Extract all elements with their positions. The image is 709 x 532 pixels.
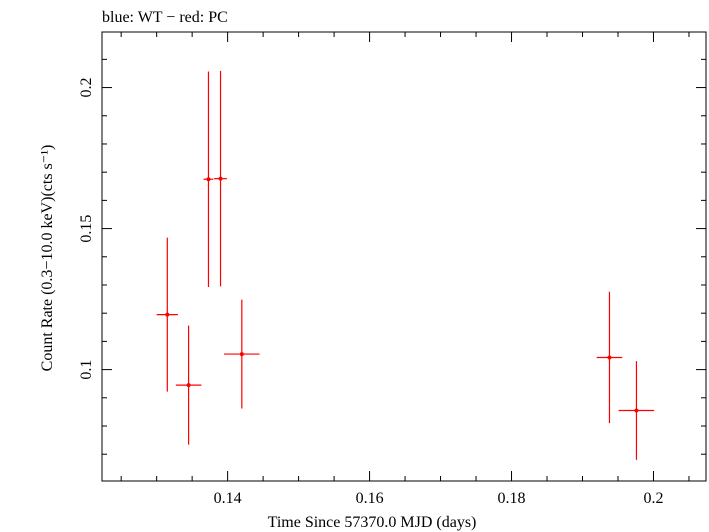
x-tick-label: 0.14 xyxy=(214,490,242,507)
point-marker xyxy=(218,176,223,181)
plot-frame xyxy=(101,31,707,482)
y-tick-label: 0.15 xyxy=(78,215,95,243)
y-axis: 0.1 0.15 0.2 xyxy=(78,58,706,455)
data-point xyxy=(214,70,227,287)
point-marker xyxy=(607,355,612,360)
x-axis-label: Time Since 57370.0 MJD (days) xyxy=(268,514,477,531)
point-marker xyxy=(239,352,244,357)
x-tick-label: 0.2 xyxy=(643,490,663,507)
data-point xyxy=(596,291,623,424)
x-axis: 0.14 0.16 0.18 0.2 xyxy=(120,32,690,507)
data-point xyxy=(175,325,202,445)
data-point xyxy=(203,71,214,287)
point-marker xyxy=(165,312,170,317)
x-tick-label: 0.18 xyxy=(498,490,526,507)
y-tick-label: 0.1 xyxy=(78,360,95,380)
point-marker xyxy=(634,408,639,413)
y-axis-label: Count Rate (0.3−10.0 keV)(cts s⁻¹) xyxy=(39,145,56,372)
data-points xyxy=(156,70,655,460)
chart-title: blue: WT − red: PC xyxy=(102,9,228,26)
point-marker xyxy=(206,177,211,182)
point-marker xyxy=(186,383,191,388)
data-point xyxy=(224,299,260,409)
x-tick-label: 0.16 xyxy=(356,490,384,507)
y-tick-label: 0.2 xyxy=(78,78,95,98)
data-point xyxy=(618,361,655,460)
data-point xyxy=(156,237,178,392)
